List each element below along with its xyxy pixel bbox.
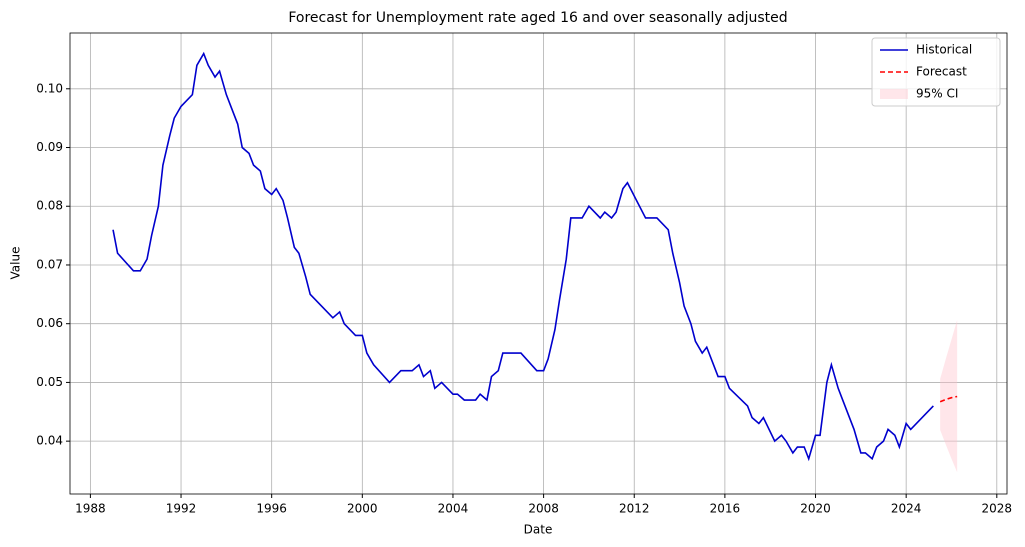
y-tick-label: 0.06 (36, 316, 63, 330)
y-tick-label: 0.07 (36, 257, 63, 271)
y-tick-label: 0.09 (36, 140, 63, 154)
x-tick-label: 2008 (528, 502, 559, 516)
y-tick-label: 0.05 (36, 375, 63, 389)
x-tick-label: 2012 (619, 502, 650, 516)
legend-label: Forecast (916, 65, 967, 79)
x-tick-label: 1988 (75, 502, 106, 516)
confidence-band (940, 320, 958, 473)
x-axis-label: Date (524, 523, 553, 537)
x-tick-label: 2004 (438, 502, 469, 516)
x-tick-label: 2016 (710, 502, 741, 516)
x-tick-label: 2024 (891, 502, 922, 516)
line (112, 51, 934, 462)
x-tick-label: 2028 (982, 502, 1013, 516)
line (939, 395, 958, 403)
y-axis-label: Value (9, 247, 23, 280)
y-tick-label: 0.08 (36, 199, 63, 213)
legend-label: Historical (916, 43, 972, 57)
x-tick-label: 1992 (166, 502, 197, 516)
legend-swatch (880, 89, 908, 99)
x-tick-label: 1996 (256, 502, 287, 516)
y-tick-label: 0.10 (36, 81, 63, 95)
x-tick-label: 2000 (347, 502, 378, 516)
chart-title: Forecast for Unemployment rate aged 16 a… (288, 10, 787, 26)
y-tick-label: 0.04 (36, 434, 63, 448)
legend-box (871, 37, 1001, 107)
x-tick-label: 2020 (800, 502, 831, 516)
legend-label: 95% CI (916, 87, 958, 101)
plot-frame (69, 32, 1008, 495)
